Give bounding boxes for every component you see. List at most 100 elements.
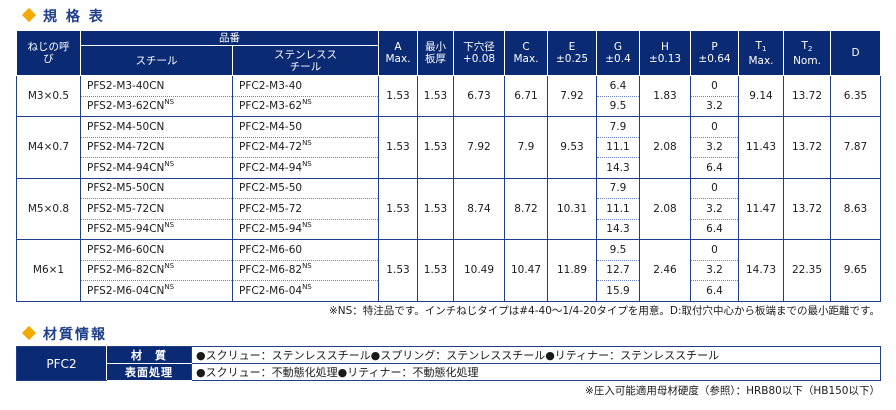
- stainless-part-number: PFC2-M5-72: [232, 198, 379, 220]
- value-p: 6.4: [690, 280, 739, 302]
- header-e: E ±0.25: [547, 30, 597, 76]
- value-p: 0: [690, 239, 739, 261]
- thread-size: M4×0.7: [16, 116, 81, 179]
- ns-mark: NS: [302, 282, 312, 291]
- value-min-thickness: 1.53: [417, 239, 454, 302]
- value-p: 0: [690, 75, 739, 97]
- value-c: 6.71: [504, 75, 548, 117]
- value-pilot-hole: 8.74: [453, 177, 505, 240]
- table-row: M3×0.5 PFS2-M3-40CN PFC2-M3-40 1.53 1.53 6.73…: [16, 75, 881, 117]
- header-c: C Max.: [504, 30, 548, 76]
- value-t1: 9.14: [738, 75, 784, 117]
- header-min-thickness: 最小板厚: [417, 30, 454, 76]
- steel-part-number: PFS2-M3-62CNNS: [80, 95, 233, 117]
- value-a: 1.53: [378, 239, 418, 302]
- steel-part-number: PFS2-M6-82CNNS: [80, 259, 233, 281]
- stainless-part-number: PFC2-M4-72NS: [232, 136, 379, 158]
- material-section-title: 材質情報: [21, 325, 107, 344]
- material-title-text: 材質情報: [43, 327, 107, 343]
- header-g: G ±0.4: [596, 30, 640, 76]
- header-stainless: ステンレススチール: [232, 45, 379, 76]
- material-product: PFC2: [16, 346, 107, 381]
- ns-mark: NS: [164, 262, 175, 271]
- value-g: 11.1: [596, 136, 640, 158]
- steel-part-number: PFS2-M4-50CN: [80, 116, 233, 138]
- thread-size: M6×1: [16, 239, 81, 302]
- value-c: 7.9: [504, 116, 548, 179]
- header-t2: T2 Nom.: [783, 30, 831, 76]
- table-row: PFS2-M3-62CNNS PFC2-M3-62NS 9.5 3.2: [17, 95, 881, 117]
- material-table: PFC2 材 質 ●スクリュー：ステンレススチール●スプリング：ステンレススチー…: [16, 346, 881, 381]
- value-c: 10.47: [504, 239, 548, 302]
- ns-mark: NS: [302, 262, 312, 271]
- value-g: 12.7: [596, 259, 640, 281]
- value-e: 11.89: [547, 239, 597, 302]
- ns-mark: NS: [302, 159, 312, 168]
- table-row: PFS2-M6-04CNNS PFC2-M6-04NS 15.9 6.4: [17, 280, 881, 302]
- value-t2: 13.72: [783, 116, 831, 179]
- header-part-number: 品番: [80, 30, 379, 46]
- steel-part-number: PFS2-M5-94CNNS: [80, 218, 233, 240]
- header-t1: T1 Max.: [738, 30, 784, 76]
- value-t1: 14.73: [738, 239, 784, 302]
- table-row: PFS2-M6-82CNNS PFC2-M6-82NS 12.7 3.2: [17, 259, 881, 281]
- value-a: 1.53: [378, 116, 418, 179]
- value-min-thickness: 1.53: [417, 75, 454, 117]
- hardness-note: ※圧入可能適用母材硬度（参照）：HRB80以下（HB150以下）: [585, 385, 880, 397]
- spec-section-title: 規 格 表: [21, 7, 105, 26]
- ns-mark: NS: [302, 98, 312, 107]
- value-p: 3.2: [690, 136, 739, 158]
- header-h: H ±0.13: [639, 30, 691, 76]
- value-p: 0: [690, 116, 739, 138]
- steel-part-number: PFS2-M4-72CN: [80, 136, 233, 158]
- steel-part-number: PFS2-M5-50CN: [80, 177, 233, 199]
- table-row: PFS2-M4-94CNNS PFC2-M4-94NS 14.3 6.4: [17, 157, 881, 179]
- thread-size: M3×0.5: [16, 75, 81, 117]
- stainless-part-number: PFC2-M6-60: [232, 239, 379, 261]
- ns-mark: NS: [302, 221, 312, 230]
- value-p: 3.2: [690, 259, 739, 281]
- value-d: 8.63: [830, 177, 881, 240]
- value-h: 1.83: [639, 75, 691, 117]
- diamond-bullet-icon: [21, 325, 37, 341]
- steel-part-number: PFS2-M6-60CN: [80, 239, 233, 261]
- header-thread: ねじの呼び: [16, 30, 81, 76]
- value-p: 6.4: [690, 157, 739, 179]
- ns-mark: NS: [302, 139, 312, 148]
- value-h: 2.08: [639, 116, 691, 179]
- value-t1: 11.47: [738, 177, 784, 240]
- value-pilot-hole: 6.73: [453, 75, 505, 117]
- spec-title-text: 規 格 表: [43, 9, 105, 25]
- value-g: 14.3: [596, 218, 640, 240]
- value-g: 9.5: [596, 95, 640, 117]
- value-e: 7.92: [547, 75, 597, 117]
- value-p: 3.2: [690, 198, 739, 220]
- value-pilot-hole: 10.49: [453, 239, 505, 302]
- value-a: 1.53: [378, 177, 418, 240]
- stainless-part-number: PFC2-M6-04NS: [232, 280, 379, 302]
- value-p: 6.4: [690, 218, 739, 240]
- value-g: 7.9: [596, 177, 640, 199]
- value-c: 8.72: [504, 177, 548, 240]
- table-row: PFS2-M5-72CN PFC2-M5-72 11.1 3.2: [17, 198, 881, 220]
- value-t2: 13.72: [783, 177, 831, 240]
- value-d: 6.35: [830, 75, 881, 117]
- value-g: 15.9: [596, 280, 640, 302]
- value-g: 6.4: [596, 75, 640, 97]
- stainless-part-number: PFC2-M6-82NS: [232, 259, 379, 281]
- stainless-part-number: PFC2-M3-62NS: [232, 95, 379, 117]
- value-d: 9.65: [830, 239, 881, 302]
- value-min-thickness: 1.53: [417, 116, 454, 179]
- ns-mark: NS: [164, 221, 175, 230]
- table-row: PFS2-M4-72CN PFC2-M4-72NS 11.1 3.2: [17, 136, 881, 158]
- ns-mark: NS: [164, 282, 175, 291]
- value-t2: 22.35: [783, 239, 831, 302]
- value-p: 0: [690, 177, 739, 199]
- value-h: 2.08: [639, 177, 691, 240]
- value-e: 9.53: [547, 116, 597, 179]
- header-steel: スチール: [80, 45, 233, 76]
- value-a: 1.53: [378, 75, 418, 117]
- table-row: M4×0.7 PFS2-M4-50CN PFC2-M4-50 1.53 1.53 7.92…: [16, 116, 881, 179]
- steel-part-number: PFS2-M5-72CN: [80, 198, 233, 220]
- surface-treatment-value: ●スクリュー：不動態化処理●リティナー：不動態化処理: [191, 363, 881, 381]
